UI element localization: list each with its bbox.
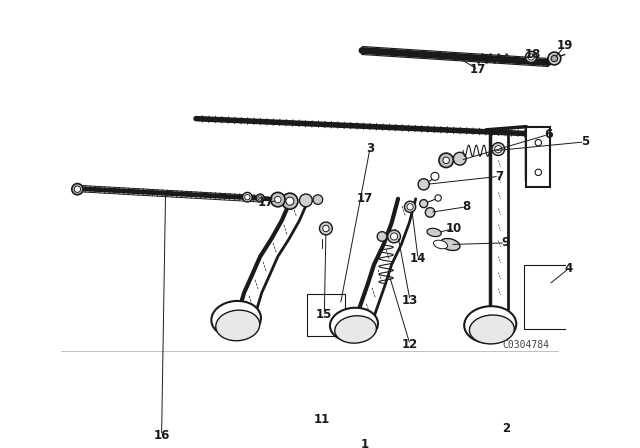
- Circle shape: [256, 194, 264, 202]
- Text: 8: 8: [462, 200, 470, 213]
- Circle shape: [535, 139, 541, 146]
- Circle shape: [323, 225, 329, 232]
- Text: 2: 2: [502, 422, 510, 435]
- Circle shape: [258, 196, 262, 200]
- Text: 17: 17: [356, 192, 372, 205]
- Circle shape: [72, 184, 83, 195]
- Circle shape: [528, 54, 534, 60]
- Text: C0304784: C0304784: [503, 340, 550, 350]
- Text: 13: 13: [402, 294, 418, 307]
- Circle shape: [404, 201, 416, 212]
- Circle shape: [74, 186, 81, 192]
- Bar: [526, 127, 550, 187]
- Circle shape: [243, 192, 252, 202]
- Circle shape: [377, 232, 387, 241]
- Circle shape: [273, 197, 279, 202]
- Text: 4: 4: [564, 262, 573, 275]
- Circle shape: [548, 52, 561, 65]
- Text: 16: 16: [154, 429, 170, 442]
- Ellipse shape: [211, 301, 261, 337]
- Circle shape: [286, 197, 294, 205]
- Ellipse shape: [335, 316, 376, 343]
- Circle shape: [453, 152, 466, 165]
- Text: 12: 12: [402, 338, 418, 351]
- Circle shape: [492, 142, 505, 155]
- Text: 15: 15: [316, 308, 333, 321]
- Ellipse shape: [433, 240, 447, 249]
- Circle shape: [271, 194, 282, 205]
- Circle shape: [439, 153, 453, 168]
- Ellipse shape: [330, 308, 378, 341]
- Circle shape: [525, 52, 537, 63]
- Circle shape: [271, 192, 285, 207]
- Text: 5: 5: [580, 135, 589, 148]
- Text: 17: 17: [258, 196, 274, 209]
- Text: 6: 6: [544, 128, 552, 141]
- Text: 3: 3: [366, 142, 374, 155]
- Circle shape: [535, 169, 541, 176]
- Circle shape: [443, 157, 449, 164]
- Ellipse shape: [464, 306, 516, 343]
- Text: 14: 14: [410, 252, 426, 265]
- Circle shape: [407, 204, 413, 210]
- Circle shape: [420, 200, 428, 207]
- Ellipse shape: [427, 228, 441, 237]
- Text: 18: 18: [525, 48, 541, 61]
- Circle shape: [300, 194, 312, 207]
- Text: 1: 1: [360, 439, 369, 448]
- Text: 7: 7: [495, 170, 503, 183]
- Circle shape: [418, 179, 429, 190]
- Bar: [524, 264, 577, 329]
- Bar: [307, 294, 345, 336]
- Ellipse shape: [469, 315, 515, 344]
- Circle shape: [319, 222, 332, 235]
- Ellipse shape: [216, 310, 260, 341]
- Circle shape: [431, 172, 439, 181]
- Ellipse shape: [440, 238, 460, 250]
- Text: 17: 17: [470, 63, 486, 76]
- Circle shape: [495, 146, 502, 153]
- Circle shape: [390, 233, 397, 240]
- Circle shape: [426, 207, 435, 217]
- Circle shape: [275, 196, 281, 203]
- Text: 10: 10: [446, 222, 462, 235]
- Circle shape: [313, 195, 323, 204]
- Circle shape: [282, 193, 298, 209]
- Circle shape: [551, 55, 557, 62]
- Circle shape: [244, 194, 250, 200]
- Text: 9: 9: [501, 237, 509, 250]
- Text: 11: 11: [314, 413, 330, 426]
- Circle shape: [435, 195, 442, 201]
- Text: 19: 19: [557, 39, 573, 52]
- Circle shape: [388, 230, 401, 243]
